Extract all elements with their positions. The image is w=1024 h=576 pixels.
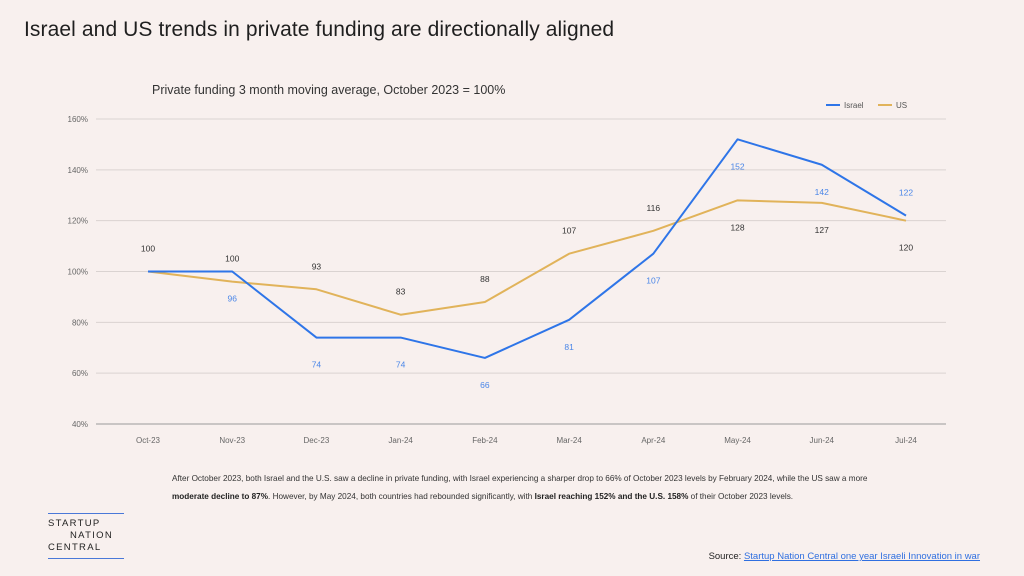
caption-part: of their October 2023 levels. <box>688 492 794 501</box>
legend-label-us: US <box>896 101 907 110</box>
series-line-us <box>147 199 907 316</box>
data-label-us: 120 <box>899 243 913 253</box>
source-note: Source: Startup Nation Central one year … <box>709 551 980 562</box>
logo-line-1: STARTUP <box>48 518 101 529</box>
data-label-us: 128 <box>730 222 744 232</box>
y-tick-label: 100% <box>68 268 88 277</box>
data-label-israel: 81 <box>564 342 574 352</box>
data-label-israel: 142 <box>815 187 829 197</box>
y-tick-label: 160% <box>68 115 88 124</box>
chart-title: Private funding 3 month moving average, … <box>152 83 505 97</box>
source-label: Source: <box>708 551 742 562</box>
data-label-israel: 74 <box>396 360 406 370</box>
x-tick-label: Jul-24 <box>895 436 917 445</box>
y-tick-label: 120% <box>68 217 88 226</box>
data-label-israel: 66 <box>480 380 490 390</box>
x-tick-label: Nov-23 <box>219 436 245 445</box>
y-tick-label: 80% <box>72 318 88 327</box>
y-tick-label: 40% <box>72 420 88 429</box>
startup-nation-central-logo: STARTUP NATION CENTRAL <box>48 513 124 559</box>
data-label-israel: 74 <box>312 360 322 370</box>
data-label-israel: 96 <box>227 294 237 304</box>
legend-label-israel: Israel <box>844 101 864 110</box>
data-label-us: 107 <box>562 226 576 236</box>
data-label-us: 88 <box>480 274 490 284</box>
x-tick-label: Apr-24 <box>641 436 666 445</box>
data-label-us: 100 <box>141 244 155 254</box>
y-tick-label: 60% <box>72 369 88 378</box>
data-label-us: 83 <box>396 287 406 297</box>
chart-legend: Israel US <box>826 101 907 110</box>
x-tick-label: Jan-24 <box>388 436 413 445</box>
line-chart: Private funding 3 month moving average, … <box>68 83 946 445</box>
data-label-us: 116 <box>647 203 661 213</box>
chart-caption: After October 2023, both Israel and the … <box>172 470 872 506</box>
caption-part: Israel reaching 152% and the U.S. 158% <box>534 492 689 501</box>
page-title: Israel and US trends in private funding … <box>24 18 615 41</box>
series-line-israel <box>148 138 907 359</box>
chart-series <box>147 138 907 359</box>
logo-rule-bottom <box>48 558 124 559</box>
x-axis: Oct-23 Nov-23 Dec-23 Jan-24 Feb-24 Mar-24 Apr-… <box>136 436 917 445</box>
data-label-israel: 107 <box>646 276 660 286</box>
caption-part: After October 2023, both Israel and the … <box>172 474 868 483</box>
data-label-us: 127 <box>815 225 829 235</box>
data-label-israel: 152 <box>730 161 744 171</box>
chart-grid <box>96 118 946 425</box>
caption-part: moderate decline to 87% <box>172 492 269 501</box>
source-link[interactable]: Startup Nation Central one year Israeli … <box>743 551 980 562</box>
y-tick-label: 140% <box>68 166 88 175</box>
data-label-us: 100 <box>225 254 239 264</box>
caption-part: . However, by May 2024, both countries h… <box>268 492 535 501</box>
x-tick-label: Oct-23 <box>136 436 161 445</box>
logo-rule-top <box>48 513 124 514</box>
data-labels: 96 74 74 66 81 107 152 142 122 100 100 93 83 88 107 116… <box>141 161 913 390</box>
x-tick-label: Feb-24 <box>472 436 498 445</box>
logo-line-3: CENTRAL <box>48 542 102 553</box>
x-tick-label: Mar-24 <box>556 436 582 445</box>
data-label-israel: 122 <box>899 188 913 198</box>
data-label-us: 93 <box>312 261 322 271</box>
x-tick-label: Jun-24 <box>810 436 835 445</box>
x-tick-label: Dec-23 <box>304 436 330 445</box>
y-axis: 40% 60% 80% 100% 120% 140% 160% <box>68 115 88 429</box>
x-tick-label: May-24 <box>724 436 751 445</box>
logo-line-2: NATION <box>70 530 113 541</box>
